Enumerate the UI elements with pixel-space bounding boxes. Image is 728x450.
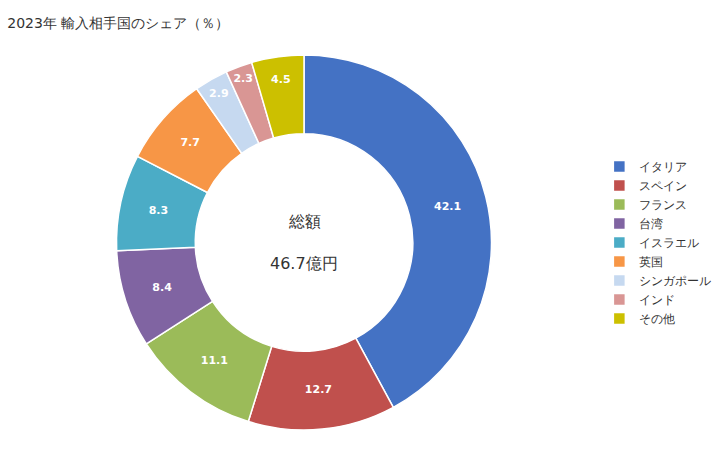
svg-text:7.7: 7.7 <box>180 136 200 149</box>
svg-text:11.1: 11.1 <box>201 354 228 367</box>
svg-text:スペイン: スペイン <box>639 179 687 193</box>
svg-text:その他: その他 <box>639 312 675 326</box>
svg-text:8.3: 8.3 <box>149 204 169 217</box>
svg-text:イスラエル: イスラエル <box>639 236 699 250</box>
svg-text:46.7億円: 46.7億円 <box>270 254 338 273</box>
svg-text:12.7: 12.7 <box>305 383 332 396</box>
svg-text:2023年 輸入相手国のシェア（％）: 2023年 輸入相手国のシェア（％） <box>7 15 229 31</box>
svg-text:2.9: 2.9 <box>209 87 229 100</box>
svg-text:シンガポール: シンガポール <box>639 274 711 288</box>
svg-text:インド: インド <box>639 293 675 307</box>
svg-text:イタリア: イタリア <box>639 160 687 174</box>
svg-text:総額: 総額 <box>288 212 321 231</box>
svg-text:8.4: 8.4 <box>152 281 172 294</box>
svg-text:英国: 英国 <box>639 255 663 269</box>
svg-text:2.3: 2.3 <box>233 72 253 85</box>
svg-text:フランス: フランス <box>639 198 687 212</box>
svg-text:4.5: 4.5 <box>271 73 291 86</box>
svg-text:42.1: 42.1 <box>434 200 461 213</box>
svg-text:台湾: 台湾 <box>639 217 663 231</box>
